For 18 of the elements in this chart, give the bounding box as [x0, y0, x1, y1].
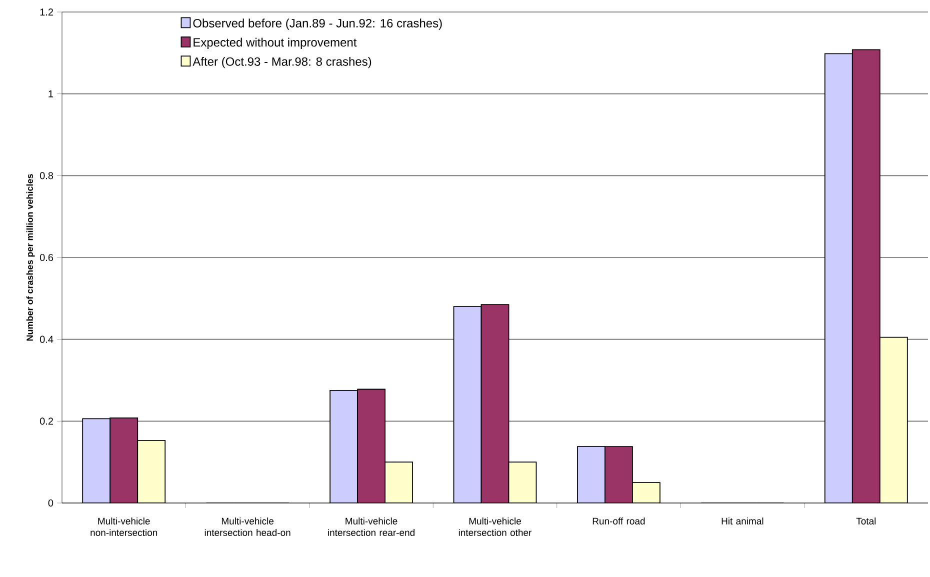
x-tick-label: Multi-vehicle intersection other [458, 518, 532, 536]
y-tick-label: 0.8 [40, 172, 54, 180]
y-tick-label: 0.6 [40, 254, 54, 262]
y-axis-title: Number of crashes per million vehicles [26, 174, 35, 341]
x-tick-label: Total [856, 518, 876, 524]
legend-label: After (Oct.93 - Mar.98: 8 crashes) [192, 56, 372, 68]
y-tick-label: 1 [48, 90, 53, 98]
y-tick-label: 0.4 [40, 336, 54, 343]
y-tick-label: 0.2 [40, 418, 53, 425]
y-tick-label: 1.2 [40, 8, 53, 16]
x-tick-label: Multi-vehicle intersection head-on [204, 518, 290, 536]
x-tick-label: Multi-vehicle intersection rear-end [328, 518, 414, 536]
x-tick-label: Multi-vehicle non-intersection [90, 518, 158, 536]
x-tick-label: Hit animal [722, 518, 764, 524]
legend-label: Expected without improvement [194, 38, 357, 49]
legend-label: Observed before (Jan.89 - Jun.92: 16 crashes) [193, 18, 442, 30]
x-tick-label: Run-off road [592, 518, 645, 524]
y-tick-label: 0 [48, 499, 54, 507]
